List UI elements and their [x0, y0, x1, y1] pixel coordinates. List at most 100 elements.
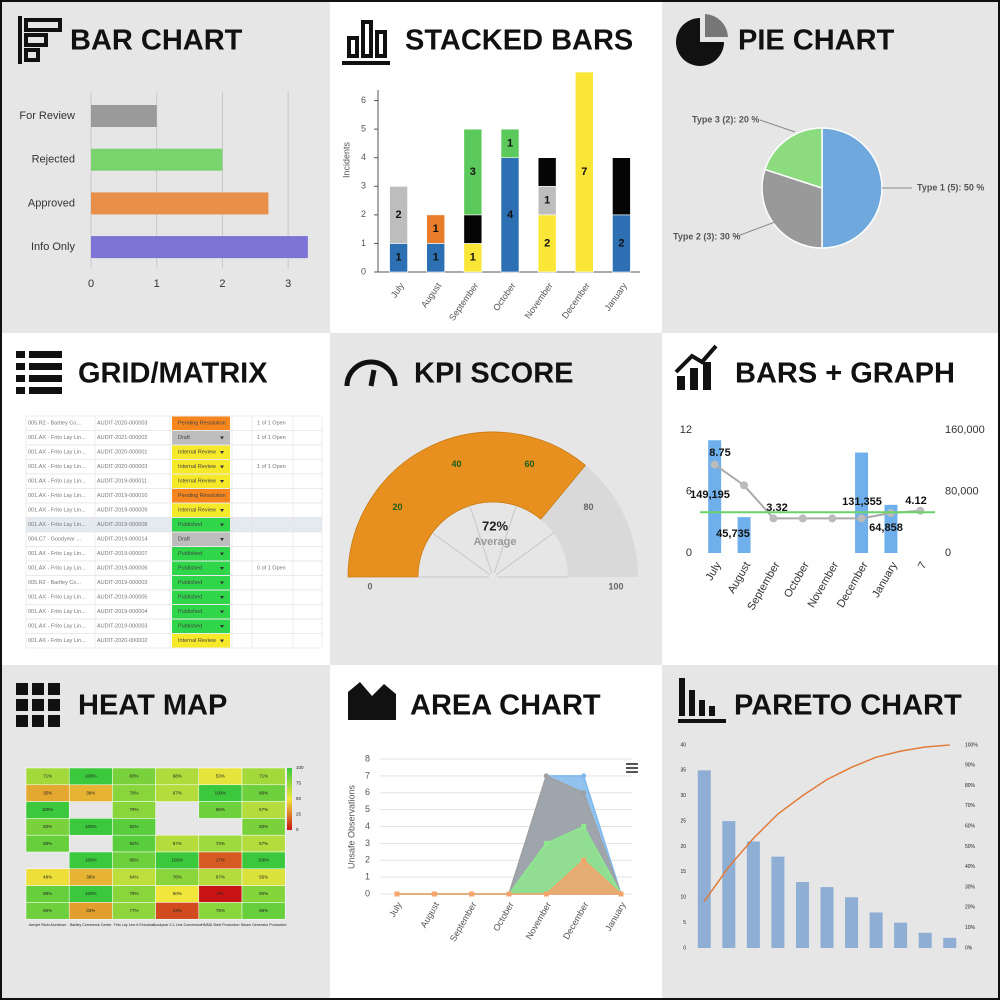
category-label: Info Only: [31, 241, 76, 253]
cell-label: 79%: [216, 908, 225, 913]
cell-label: 71%: [43, 774, 52, 779]
cell-label: 92%: [129, 841, 138, 846]
y-tick-label: 8: [365, 753, 370, 763]
bar: [845, 897, 859, 948]
y2-tick-label: 160,000: [945, 424, 985, 436]
bar-segment: [500, 128, 520, 159]
gauge-tick-label: 80: [583, 502, 593, 512]
cell-label: 64%: [129, 874, 138, 879]
line: [714, 463, 921, 520]
status-text: Published: [178, 551, 202, 557]
bar-segment: [574, 71, 594, 273]
menu-icon: [626, 767, 638, 769]
y-tick-label: 10: [680, 895, 686, 901]
column-label: HMMA Steel Production: [201, 923, 239, 927]
cell-text: AUDIT-2019-000008: [97, 522, 147, 528]
cell-text: AUDIT-2019-000009: [97, 508, 147, 514]
cell-text: 001.AX - Frito Lay Lin...: [28, 479, 86, 485]
status-cell: [172, 416, 230, 430]
panel-title: STACKED BARS: [405, 25, 633, 57]
y-tick-label: 5: [365, 804, 370, 814]
y-tick-label: 0: [365, 888, 370, 898]
y-tick-label: 3: [361, 181, 366, 191]
y2-tick-label: 30%: [965, 884, 976, 890]
bar-segment: [463, 214, 483, 244]
cell-label: 100%: [85, 858, 97, 863]
dropdown-arrow: [220, 610, 224, 614]
status-cell: [172, 576, 230, 590]
bar-segment: [389, 185, 408, 244]
pie-slice: [763, 127, 823, 190]
pie-icon: [676, 14, 728, 66]
area: [397, 859, 623, 895]
cell-label: 80%: [259, 891, 268, 896]
cell-text: 001.AX - Frito Lay Lin...: [28, 450, 86, 456]
colorbar-tick: 100: [296, 765, 304, 770]
gauge-icon: [344, 359, 398, 387]
y-tick-label: 0: [361, 266, 366, 276]
cell-label: 53%: [216, 774, 225, 779]
cell-text: AUDIT-2019-000006: [97, 566, 147, 572]
y-tick-label: 6: [686, 485, 692, 497]
status-text: Published: [178, 609, 202, 615]
bar: [820, 887, 834, 948]
line-marker: [740, 481, 749, 490]
heat-cell: [25, 834, 70, 853]
data-label: 1: [433, 252, 439, 264]
gauge-tick: [469, 505, 493, 574]
colorbar-tick: 75: [296, 781, 302, 786]
status-text: Internal Review: [178, 450, 216, 456]
dropdown-arrow: [220, 581, 224, 585]
cell-text: 004.C7 - Goodyear ...: [28, 537, 81, 543]
y2-tick-label: 80%: [965, 783, 976, 789]
cell-text: AUDIT-2020-000003: [97, 421, 147, 427]
cell-label: 92%: [129, 824, 138, 829]
x-tick-label: 1: [154, 278, 160, 290]
bar: [771, 856, 785, 948]
y-axis-label: Incidents: [341, 141, 351, 178]
bar: [884, 504, 898, 553]
area-marker: [581, 773, 587, 779]
cell-label: 78%: [173, 874, 182, 879]
y-tick-label: 12: [680, 424, 692, 436]
icons: [16, 14, 728, 727]
cell-label: 88%: [259, 908, 268, 913]
gauge-tick-label: 40: [452, 459, 462, 469]
status-text: Pending Resolution: [178, 493, 226, 499]
colorbar: [287, 768, 292, 830]
bar: [855, 452, 869, 553]
status-cell: [172, 547, 230, 561]
cell-label: 88%: [43, 841, 52, 846]
cell-label: 100%: [42, 807, 54, 812]
dropdown-arrow: [220, 552, 224, 556]
column-label: Frito Lay Line 6 Extrusion: [114, 923, 155, 927]
grid-icon: [16, 351, 62, 394]
cell-text: AUDIT-2019-000014: [97, 537, 147, 543]
area-marker: [543, 891, 549, 897]
status-text: Published: [178, 580, 202, 586]
status-text: Internal Review: [178, 508, 216, 514]
status-text: Published: [178, 595, 202, 601]
y2-tick-label: 90%: [965, 763, 976, 769]
cell-text: AUDIT-2019-000010: [97, 493, 147, 499]
panel-title: GRID/MATRIX: [78, 358, 268, 390]
cell-label: 79%: [129, 807, 138, 812]
y-tick-label: 6: [365, 787, 370, 797]
data-label: 7: [581, 166, 587, 178]
cell-text: 001.AX - Frito Lay Lin...: [28, 464, 86, 470]
status-cell: [172, 532, 230, 546]
area-marker: [469, 891, 475, 897]
annotation: 131,355: [842, 496, 882, 508]
cell-label: 88%: [43, 891, 52, 896]
cell-label: 100%: [215, 790, 227, 795]
cell-text: AUDIT-2019-000003: [97, 580, 147, 586]
cell-label: 83%: [129, 774, 138, 779]
x-tick-label: 7: [916, 560, 929, 571]
data-label: 2: [396, 209, 402, 221]
y-axis-label: Unsafe Observations: [346, 784, 356, 869]
cell-label: 38%: [86, 790, 95, 795]
line-marker: [857, 514, 866, 523]
y-tick-label: 1: [361, 238, 366, 248]
line-marker: [828, 514, 837, 523]
y-tick-label: 0: [686, 547, 692, 559]
